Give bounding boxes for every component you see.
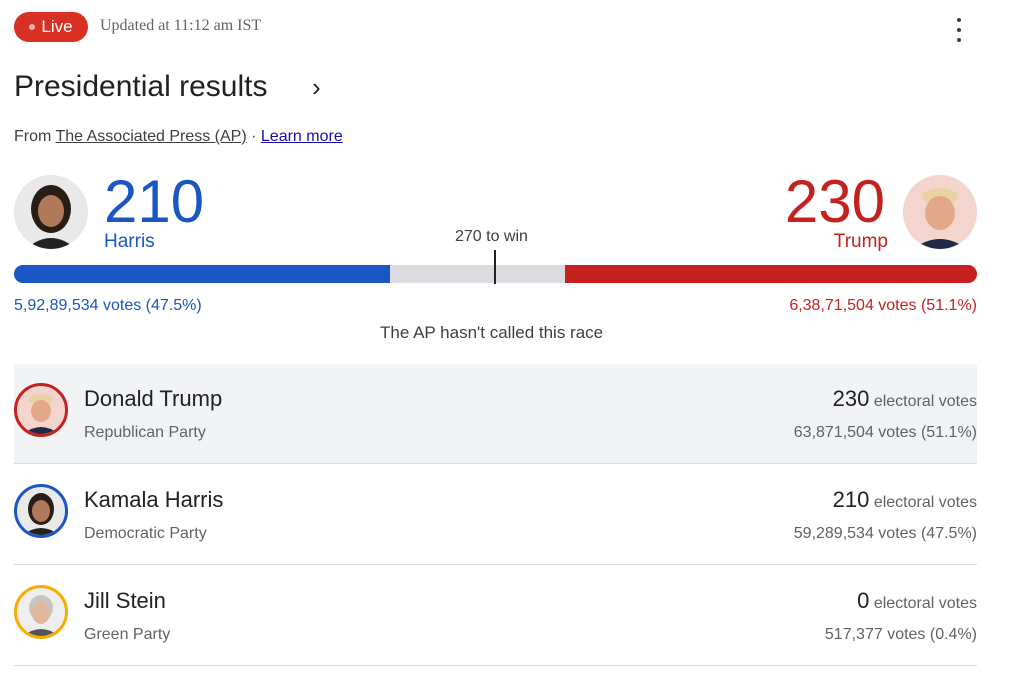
source-attribution: From The Associated Press (AP) · Learn m… (14, 128, 343, 146)
trump-row-avatar (14, 383, 68, 437)
candidate-party: Green Party (84, 626, 171, 643)
race-status: The AP hasn't called this race (380, 323, 604, 342)
electoral-count: 230 (832, 386, 870, 411)
threshold-label: 270 to win (455, 228, 528, 245)
live-dot-icon (29, 24, 36, 30)
live-badge: Live (14, 12, 88, 42)
trump-electoral-bar (565, 265, 977, 283)
harris-electoral-bar (14, 265, 390, 283)
electoral-count: 0 (857, 588, 870, 613)
more-vert-icon[interactable] (949, 18, 969, 42)
source-prefix: From (14, 128, 52, 145)
candidate-electoral: 210 electoral votes (833, 487, 977, 513)
candidate-name: Donald Trump (84, 386, 223, 411)
ap-link[interactable]: The Associated Press (AP) (55, 128, 247, 145)
candidate-name: Kamala Harris (84, 487, 224, 512)
page-title[interactable]: Presidential results (14, 70, 268, 103)
source-separator: · (251, 128, 257, 145)
candidate-party: Democratic Party (84, 525, 207, 542)
chevron-right-icon[interactable]: › (312, 72, 321, 102)
trump-avatar (903, 175, 977, 249)
electoral-count: 210 (832, 487, 870, 512)
harris-electoral-count: 210 (104, 168, 205, 235)
trump-name: Trump (833, 231, 888, 252)
live-label: Live (41, 17, 73, 36)
learn-more-link[interactable]: Learn more (260, 128, 343, 145)
harris-avatar (14, 175, 88, 249)
trump-electoral-count: 230 (784, 168, 885, 235)
trump-popular-votes: 6,38,71,504 votes (51.1%) (789, 297, 977, 314)
candidate-party: Republican Party (84, 424, 206, 441)
electoral-label: electoral votes (873, 494, 977, 511)
candidate-row-stein[interactable]: Jill Stein Green Party 0 electoral votes… (14, 566, 977, 666)
stein-row-avatar (14, 585, 68, 639)
candidate-row-trump[interactable]: Donald Trump Republican Party 230 electo… (14, 364, 977, 464)
threshold-marker (494, 250, 496, 284)
candidate-votes: 517,377 votes (0.4%) (824, 626, 977, 643)
candidate-row-harris[interactable]: Kamala Harris Democratic Party 210 elect… (14, 465, 977, 565)
harris-row-avatar (14, 484, 68, 538)
candidate-votes: 63,871,504 votes (51.1%) (793, 424, 977, 441)
harris-name: Harris (104, 231, 155, 252)
electoral-label: electoral votes (873, 393, 977, 410)
updated-timestamp: Updated at 11:12 am IST (100, 17, 262, 34)
candidate-name: Jill Stein (84, 588, 166, 613)
candidate-electoral: 0 electoral votes (857, 588, 977, 614)
candidate-electoral: 230 electoral votes (833, 386, 977, 412)
harris-popular-votes: 5,92,89,534 votes (47.5%) (14, 297, 202, 314)
electoral-label: electoral votes (873, 595, 977, 612)
candidate-votes: 59,289,534 votes (47.5%) (793, 525, 977, 542)
